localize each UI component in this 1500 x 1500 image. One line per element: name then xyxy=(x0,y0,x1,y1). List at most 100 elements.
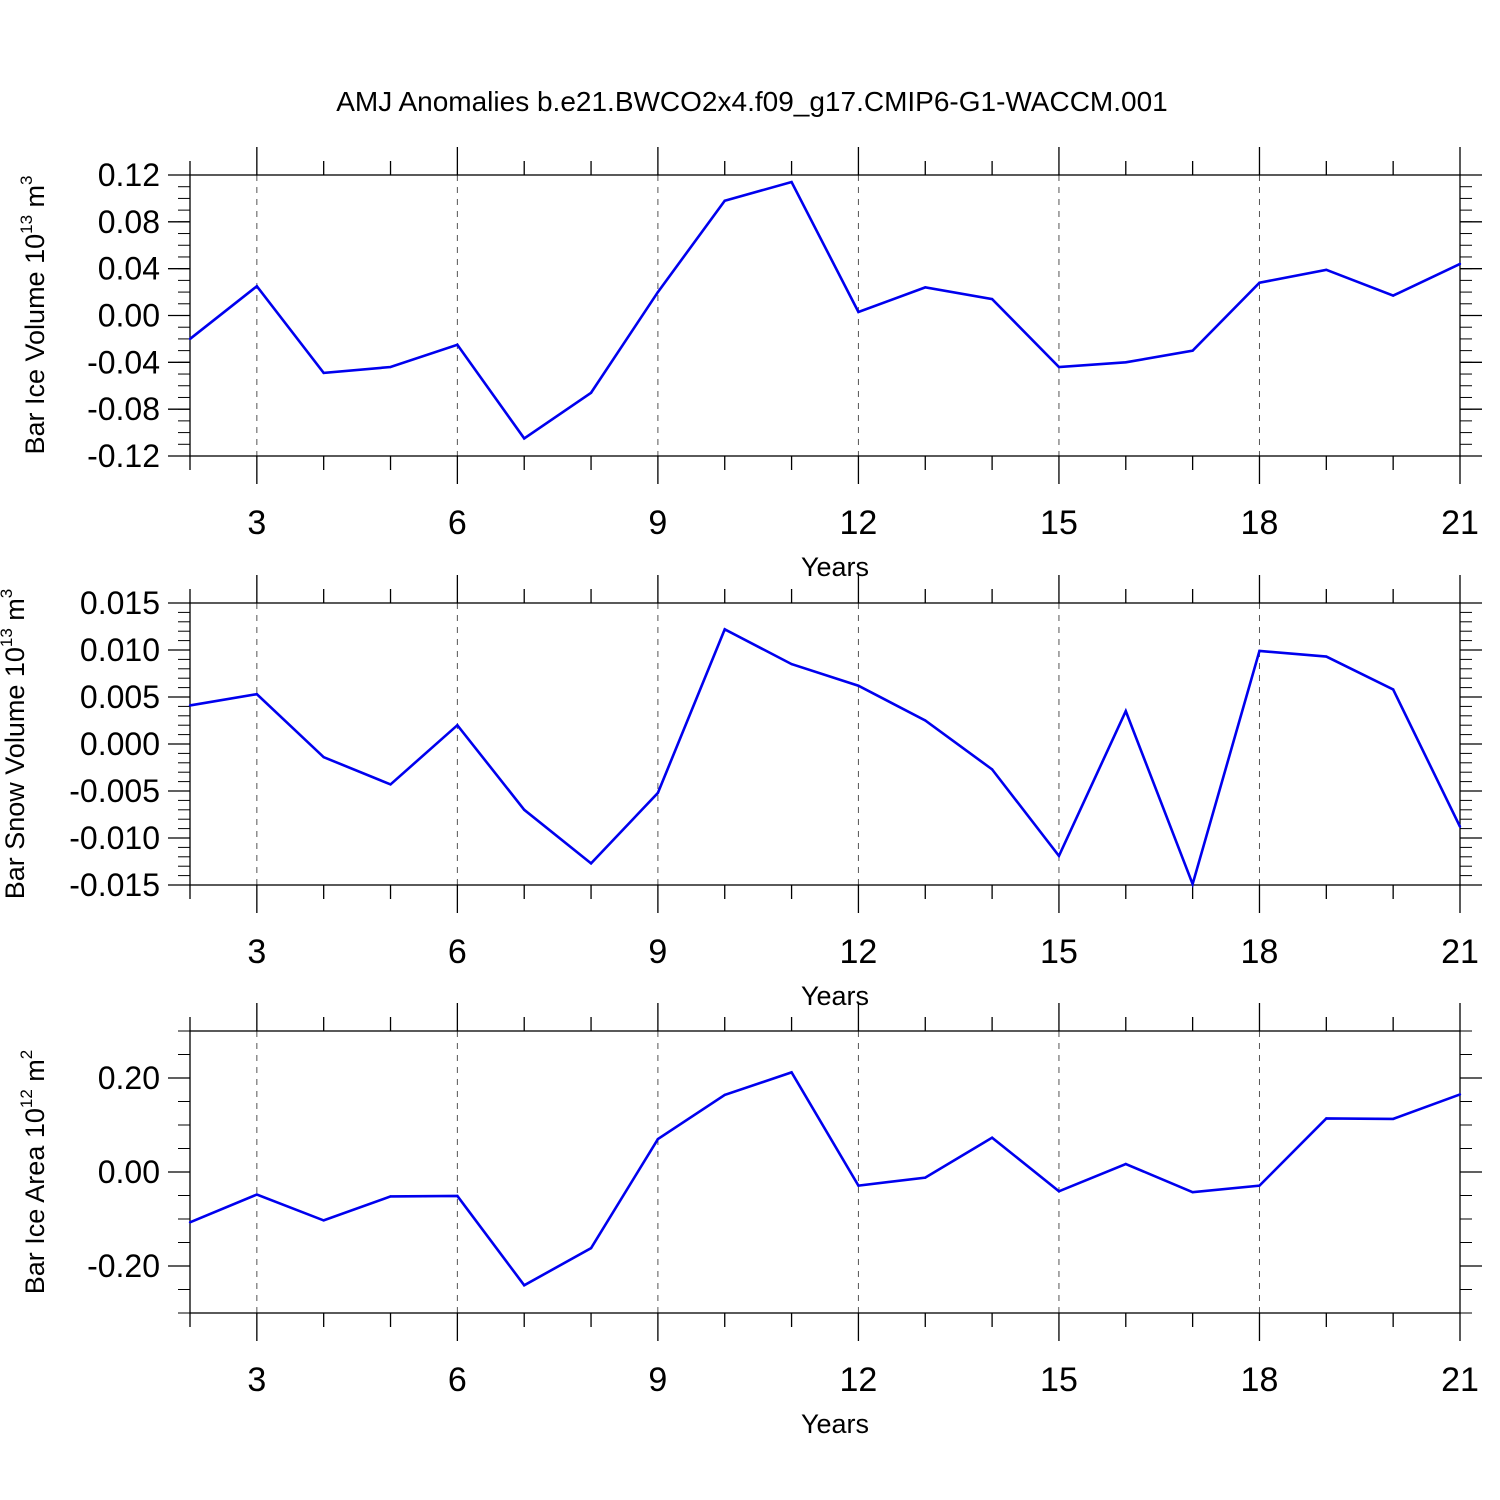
data-point xyxy=(857,1184,860,1187)
y-tick-label: -0.08 xyxy=(87,391,160,427)
data-point xyxy=(723,199,726,202)
x-tick-label: 15 xyxy=(1040,1361,1078,1399)
data-point xyxy=(255,692,259,696)
data-point xyxy=(523,1284,526,1287)
y-tick-label: 0.20 xyxy=(98,1060,160,1096)
data-point xyxy=(255,1193,259,1196)
data-point xyxy=(589,391,593,394)
plot-frame xyxy=(189,602,1461,886)
data-point xyxy=(990,1136,994,1139)
x-tick-label: 21 xyxy=(1441,504,1479,542)
data-point xyxy=(723,1093,726,1097)
y-tick-label: 0.015 xyxy=(80,585,160,621)
data-point xyxy=(322,371,325,375)
x-tick-label: 3 xyxy=(247,933,266,971)
x-tick-label: 9 xyxy=(648,1361,667,1399)
plot-frame xyxy=(189,1030,1461,1314)
plot-frame xyxy=(189,174,1461,457)
y-axis-title: Bar Ice Area 1012 m2 xyxy=(17,1050,50,1295)
data-point xyxy=(790,662,793,666)
data-point xyxy=(1258,1184,1261,1187)
data-point xyxy=(389,365,392,369)
data-point xyxy=(1124,1162,1127,1166)
x-tick-label: 3 xyxy=(247,1361,266,1399)
y-axis-title-superscript: 13 xyxy=(17,215,36,234)
x-tick-label: 21 xyxy=(1441,1361,1479,1399)
data-point xyxy=(1458,262,1462,266)
x-axis-title: Years xyxy=(801,552,869,582)
x-tick-label: 12 xyxy=(840,504,878,542)
y-axis-title-superscript: 2 xyxy=(17,1050,36,1059)
panel-2: 3 6 9 12 15 18 21 0.015 0.010 0.005 0.000 -0.005 -0.… xyxy=(0,575,1482,1011)
data-point xyxy=(924,1176,927,1179)
y-tick-label: -0.20 xyxy=(87,1248,160,1284)
data-point xyxy=(1325,1117,1328,1120)
data-point xyxy=(656,290,660,294)
y-tick-label: 0.08 xyxy=(98,204,160,240)
y-axis-title-text: Bar Snow Volume 10 xyxy=(0,647,30,899)
data-point xyxy=(322,1219,325,1222)
series-line xyxy=(189,180,1461,441)
data-point xyxy=(857,684,860,687)
x-tick-label: 9 xyxy=(648,504,667,542)
panel-3: 3 6 9 12 15 18 21 0.20 0.00 -0.20 Years Bar Ice Are… xyxy=(17,1003,1482,1439)
data-point xyxy=(924,286,927,289)
data-point xyxy=(1124,361,1127,364)
data-point xyxy=(656,1137,660,1141)
data-point xyxy=(456,1194,459,1198)
data-point xyxy=(523,437,526,440)
data-point xyxy=(924,719,927,722)
y-tick-label: 0.010 xyxy=(80,632,160,668)
y-tick-label: 0.12 xyxy=(98,157,160,193)
data-point xyxy=(1391,688,1395,691)
data-point xyxy=(589,1246,593,1250)
y-axis-title: Bar Ice Volume 1013 m3 xyxy=(17,175,50,454)
chart-panels: 3 6 9 12 15 18 21 0.12 0.08 0.04 0.00 -0.04 -0.08 -0.… xyxy=(0,147,1482,1439)
data-point xyxy=(389,783,392,786)
y-axis-title-text: m xyxy=(0,598,30,628)
x-tick-label: 12 xyxy=(840,933,878,971)
x-tick-label: 18 xyxy=(1241,1361,1279,1399)
x-tick-label: 6 xyxy=(448,1361,467,1399)
data-point xyxy=(990,297,994,301)
data-point xyxy=(1191,349,1194,352)
data-point xyxy=(1258,649,1261,653)
y-tick-label: -0.04 xyxy=(87,344,160,380)
x-axis-title: Years xyxy=(801,1409,869,1439)
y-axis-title-text: m xyxy=(20,1059,50,1089)
y-tick-label: 0.005 xyxy=(80,679,160,715)
series-line xyxy=(189,627,1462,889)
y-tick-label: 0.00 xyxy=(98,1154,160,1190)
y-axis-title-superscript: 3 xyxy=(17,175,36,184)
data-point xyxy=(1258,281,1261,284)
y-tick-label: 0.000 xyxy=(80,726,160,762)
data-point xyxy=(188,704,192,707)
y-axis-title-text: Bar Ice Volume 10 xyxy=(20,234,50,455)
data-point xyxy=(456,343,459,346)
y-axis-title-superscript: 13 xyxy=(0,628,16,647)
data-point xyxy=(1057,1190,1061,1193)
x-axis-title: Years xyxy=(801,981,869,1011)
x-tick-label: 6 xyxy=(448,933,467,971)
y-tick-label: -0.005 xyxy=(69,773,160,809)
x-tick-label: 15 xyxy=(1040,504,1078,542)
data-point xyxy=(589,862,593,865)
x-tick-label: 21 xyxy=(1441,933,1479,971)
data-point xyxy=(523,808,526,811)
data-point xyxy=(723,628,726,631)
data-point xyxy=(389,1195,392,1198)
y-tick-label: -0.12 xyxy=(87,438,160,474)
x-tick-label: 9 xyxy=(648,933,667,971)
x-tick-label: 3 xyxy=(247,504,266,542)
data-point xyxy=(1458,825,1462,828)
data-point xyxy=(990,768,994,771)
data-point xyxy=(188,337,192,341)
data-point xyxy=(456,724,459,727)
data-point xyxy=(1057,365,1061,369)
panel-1: 3 6 9 12 15 18 21 0.12 0.08 0.04 0.00 -0.04 -0.08 -0.… xyxy=(17,147,1482,582)
data-point xyxy=(1325,655,1328,658)
data-point xyxy=(857,310,860,314)
data-point xyxy=(1191,1191,1194,1194)
chart-title: AMJ Anomalies b.e21.BWCO2x4.f09_g17.CMIP… xyxy=(336,86,1168,117)
